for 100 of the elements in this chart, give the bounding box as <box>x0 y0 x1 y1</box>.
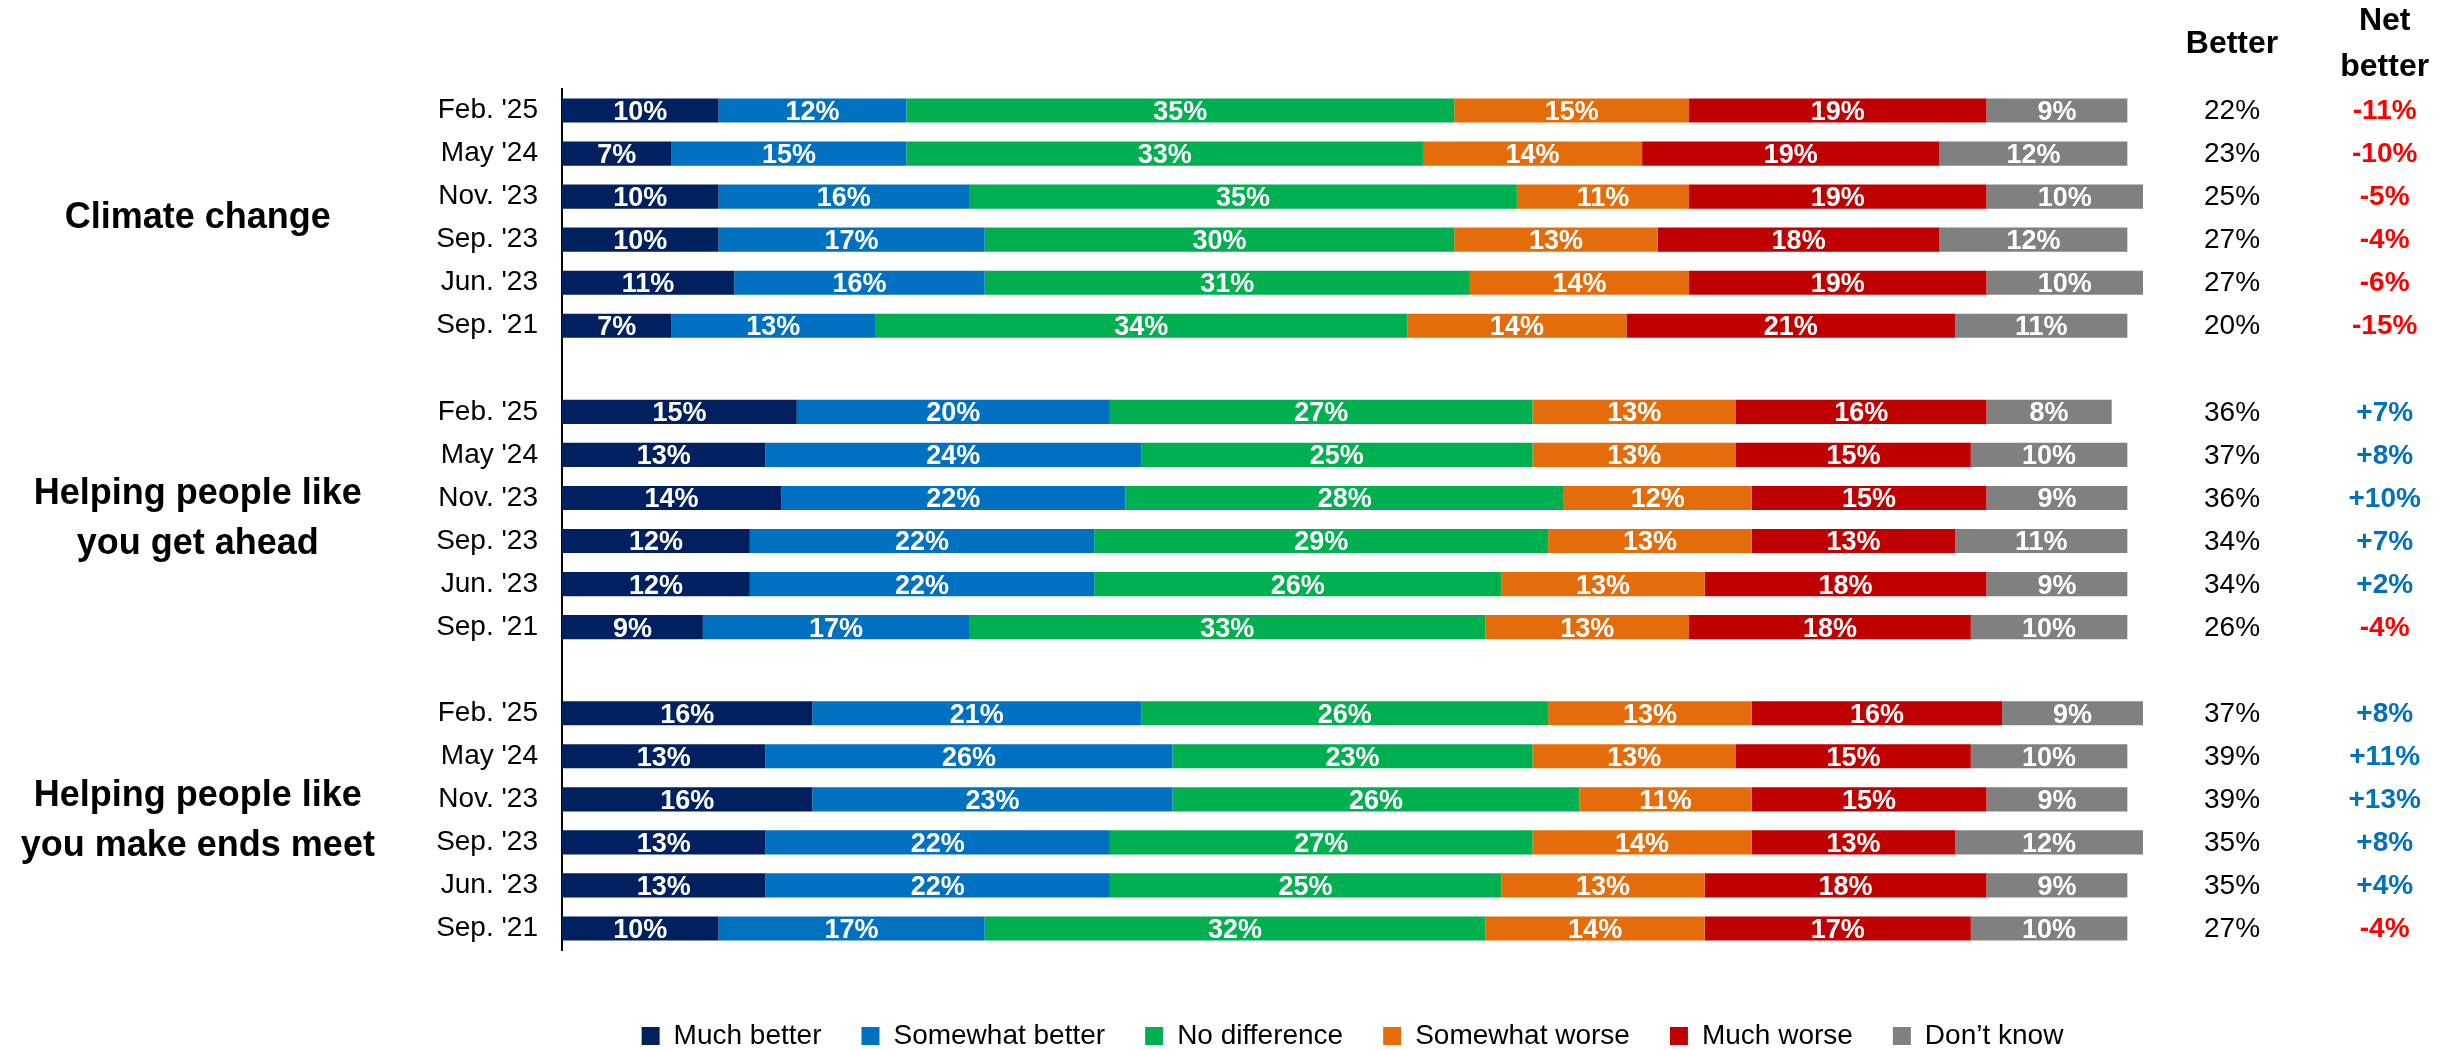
text: -6% <box>2359 266 2410 298</box>
text: 26% <box>2204 610 2261 642</box>
text: Helping people like you get ahead <box>33 471 362 563</box>
bar <box>1704 873 1987 898</box>
data-label: 27% <box>1294 827 1349 858</box>
data-label: 9% <box>2053 698 2093 729</box>
data-label: 14% <box>1568 913 1623 944</box>
data-label: 13% <box>1607 440 1662 471</box>
y-tick-label: Nov. '23 <box>438 480 538 512</box>
text: -4% <box>2359 610 2410 642</box>
text: 39% <box>2204 783 2261 815</box>
data-label: 13% <box>1575 569 1630 600</box>
data-label: 13% <box>636 741 691 772</box>
data-label: 14% <box>1489 311 1544 342</box>
text: +7% <box>2356 524 2414 556</box>
bar <box>765 830 1110 855</box>
data-label: 10% <box>613 95 668 126</box>
text: Better <box>2185 24 2279 61</box>
text: 27% <box>2204 266 2261 298</box>
text: 36% <box>2204 395 2261 427</box>
bar <box>984 227 1455 252</box>
text: -15% <box>2351 309 2418 341</box>
bar <box>1657 227 1940 252</box>
y-tick-label: Sep. '23 <box>436 523 538 555</box>
bar <box>1689 270 1987 295</box>
data-label: 12% <box>2006 139 2061 170</box>
y-tick-label: Jun. '23 <box>440 868 538 900</box>
bar <box>968 615 1486 640</box>
text: 23% <box>2204 137 2261 169</box>
data-label: 35% <box>1215 182 1270 213</box>
bar <box>718 916 985 941</box>
data-label: 13% <box>636 827 691 858</box>
data-label: 12% <box>785 95 840 126</box>
text: +7% <box>2356 395 2414 427</box>
data-label: 12% <box>628 569 683 600</box>
data-label: 16% <box>1849 698 1904 729</box>
text: 20% <box>2204 309 2261 341</box>
data-label: 30% <box>1192 225 1247 256</box>
data-label: 23% <box>1325 741 1380 772</box>
data-label: 26% <box>1270 569 1325 600</box>
data-label: 10% <box>2037 182 2092 213</box>
bar <box>1689 98 1987 123</box>
data-label: 17% <box>808 612 863 643</box>
data-label: 20% <box>926 397 981 428</box>
data-label: 10% <box>613 913 668 944</box>
bar <box>1689 184 1987 209</box>
data-label: 15% <box>1826 741 1881 772</box>
data-label: 14% <box>1505 139 1560 170</box>
data-label: 31% <box>1200 268 1255 299</box>
data-label: 22% <box>895 569 950 600</box>
bar <box>1109 399 1533 424</box>
bar <box>875 313 1408 338</box>
text: 34% <box>2204 524 2261 556</box>
bar <box>1689 615 1971 640</box>
text: 37% <box>2204 438 2261 470</box>
text: +8% <box>2356 696 2414 728</box>
legend-label: Somewhat better <box>893 1018 1106 1050</box>
text: Net better <box>2340 1 2430 84</box>
data-label: 12% <box>1630 483 1685 514</box>
data-label: 10% <box>2037 268 2092 299</box>
data-label: 12% <box>2006 225 2061 256</box>
data-label: 26% <box>941 741 997 772</box>
data-label: 10% <box>2022 741 2077 772</box>
bar <box>1094 528 1549 554</box>
text: 34% <box>2204 567 2261 599</box>
bar <box>984 916 1486 941</box>
data-label: 8% <box>2029 397 2069 428</box>
data-label: 21% <box>1763 311 1818 342</box>
y-tick-label: Sep. '21 <box>436 609 538 641</box>
data-label: 32% <box>1208 913 1263 944</box>
bar <box>1109 873 1502 898</box>
bar <box>1141 442 1533 467</box>
data-label: 15% <box>761 139 816 170</box>
bar <box>1109 830 1533 855</box>
y-tick-label: Sep. '21 <box>436 308 538 340</box>
data-label: 15% <box>1544 95 1599 126</box>
data-label: 13% <box>1607 741 1662 772</box>
data-label: 22% <box>910 827 965 858</box>
bar <box>1642 141 1940 166</box>
data-label: 29% <box>1294 526 1349 557</box>
bar <box>1125 485 1564 511</box>
data-label: 15% <box>652 397 707 428</box>
data-label: 26% <box>1317 698 1372 729</box>
text: 37% <box>2204 696 2261 728</box>
data-label: 34% <box>1114 311 1169 342</box>
data-label: 9% <box>2037 784 2077 815</box>
data-label: 18% <box>1802 612 1857 643</box>
data-label: 9% <box>2037 95 2077 126</box>
text: +8% <box>2356 438 2414 470</box>
y-tick-label: Sep. '21 <box>436 911 538 943</box>
data-label: 33% <box>1137 139 1192 170</box>
text: 35% <box>2204 869 2261 901</box>
text: 25% <box>2204 180 2261 212</box>
data-label: 11% <box>621 268 675 299</box>
data-label: 16% <box>816 182 871 213</box>
data-label: 16% <box>832 268 887 299</box>
y-tick-label: May '24 <box>440 437 538 469</box>
data-label: 18% <box>1771 225 1826 256</box>
data-label: 11% <box>1639 784 1692 815</box>
bar <box>812 701 1142 726</box>
